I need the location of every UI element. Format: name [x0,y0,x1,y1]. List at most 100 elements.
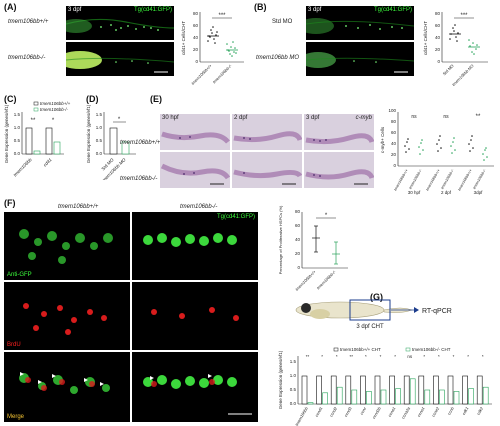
panel-g-sig: * [336,354,338,359]
panel-f-plot: 0 20 40 60 80 Percentage of Proliferativ… [278,205,348,292]
panel-b-sig: *** [460,13,468,19]
panel-a-row-top-label: tmem106bb+/+ [8,19,49,25]
panel-e-sig: ns [443,114,449,120]
panel-e-xtick: tmem106bb-/- [440,168,455,190]
panel-b-stage: 3 dpf [308,7,322,13]
panel-b-row-bottom-label: tmem106bb MO [256,55,300,61]
panel-e-xtick: tmem106bb+/+ [425,169,441,192]
panel-g-legend-wt: tmem106bb+/+ CHT [340,347,381,352]
panel-d-ytick: 1.0 [96,125,103,130]
panel-g-sig: * [438,354,440,359]
panel-e-letter: (E) [150,94,162,104]
panel-g-sig: ** [306,354,310,359]
panel-g-sig: * [394,354,396,359]
panel-f-gfp-wt: Anti-GFP [4,212,130,280]
panel-g-xtick: tmem106bb [294,405,309,426]
panel-c-ytick: 0.5 [14,138,21,143]
panel-g-bar-wt [374,375,381,405]
zebrafish-larva-icon [295,301,413,319]
panel-g-bar-mut [395,388,401,405]
panel-g-ytick: 0.0 [290,401,297,406]
panel-g-bar-mut [453,391,460,405]
panel-g-bar-wt [476,375,483,405]
panel-d-bar [109,127,118,155]
panel-g-assay: RT-qPCR [422,308,452,315]
panel-c-xtick: cd41 [42,157,53,168]
panel-e-image-30hpf-mut [160,152,230,188]
panel-g-xtick: ccna1 [387,406,397,418]
panel-a-points-wt [207,26,218,44]
panel-a-ytick: 80 [193,11,199,16]
panel-e-xtick: tmem106bb+/+ [393,169,409,192]
panel-g-sig: * [380,354,382,359]
panel-g-bar-wt [418,375,425,405]
panel-g-bar-mut [424,389,431,405]
panel-c-legend: tmem106bb+/+ tmem106bb-/- [33,101,71,112]
panel-g-sig: * [321,354,323,359]
panel-b-ytick: 80 [435,11,441,16]
panel-g-bar-mut [322,392,328,405]
panel-c-sig: ** [31,118,36,124]
panel-g-bar-mut [307,402,314,405]
panel-e-image-3dpf-mut [304,152,374,188]
panel-g-bar-mut [439,389,445,405]
panel-e-plot: 0 20 40 60 80 100 c-myb+ Cells ns ns ** … [380,108,494,195]
arrow-right-icon [414,307,419,313]
panel-e-ytick: 60 [391,130,397,135]
panel-a-ytick: 40 [193,35,199,40]
panel-d-ytick: 0.0 [96,151,103,156]
panel-g-ytick: 0.5 [290,387,297,392]
panel-b-ytick: 60 [435,23,441,28]
panel-g-xtick: ccnd1 [314,406,324,418]
panel-g-sig: ** [350,354,354,359]
panel-g-bar-mut [351,389,358,405]
panel-f-col-left: tmem106bb+/+ [58,204,99,210]
panel-e-sig: ns [411,114,417,120]
panel-g-sig: * [423,354,425,359]
panel-g-bar-wt [462,375,468,405]
panel-f-ytick: 40 [295,237,301,242]
panel-b-ytick: 20 [435,47,441,52]
panel-g-bar-mut [482,386,489,405]
panel-f-letter: (F) [4,198,16,208]
panel-d-ylabel: Gene Expression (genes/ef1) [86,104,91,163]
panel-f-gfp-mut: Tg(cd41:GFP) [132,212,258,280]
panel-e-ylabel: c-myb+ Cells [380,126,385,153]
panel-g-bar-wt [316,375,322,405]
panel-e-xtick: tmem106bb+/+ [457,169,473,192]
panel-g-schematic: 3 dpf CHT RT-qPCR [295,299,452,330]
panel-a-image-top: 3 dpf Tg(cd41:GFP) [66,6,174,40]
panel-e-ytick: 80 [391,119,397,124]
panel-f-ytick: 20 [295,251,301,256]
panel-a-plot: 0 20 40 60 80 cd41+ Cells/CHT *** tmem10… [181,11,244,86]
panel-g-xtick: cdk1 [461,406,470,416]
panel-a-xtick: tmem106bb+/+ [190,63,213,86]
panel-e-ytick: 100 [388,108,396,113]
panel-c-sig: * [52,118,55,124]
panel-f-mut-errorbar [332,241,340,265]
panel-f-ytick: 0 [297,265,300,270]
panel-e-stage: 2 dpf [234,115,248,121]
panel-g-xtick: ccne1 [416,406,426,418]
panel-f-col-right: tmem106bb-/- [180,204,218,210]
panel-a-row-bottom-label: tmem106bb-/- [8,55,46,61]
panel-f-sig: * [325,213,328,219]
panel-a-ytick: 60 [193,23,199,28]
panel-g-sig: * [482,354,484,359]
panel-d-ytick: 0.5 [96,138,103,143]
panel-g-ytick: 1.0 [290,373,297,378]
panel-a-stage: 3 dpf [68,7,82,13]
panel-a-image-bottom [66,42,174,76]
panel-c-plot: tmem106bb+/+ tmem106bb-/- 0.0 0.5 1.0 1.… [4,101,71,178]
panel-g-ytick: 1.5 [290,359,297,364]
panel-f-ytick: 80 [295,209,301,214]
panel-g-bar-wt [447,375,454,405]
panel-g-xtick: ccnd2b [371,405,382,419]
panel-f-transgene: Tg(cd41:GFP) [216,214,255,220]
panel-e-sig: ** [476,114,481,120]
panel-e-row-bottom-label: tmem106bb-/- [120,176,158,182]
panel-c-letter: (C) [4,94,17,104]
panel-e-image-2dpf-mut [232,152,302,188]
panel-g-bar-wt [330,375,337,405]
panel-g-ylabel: Gene Expression (genes/ef1) [278,350,283,409]
